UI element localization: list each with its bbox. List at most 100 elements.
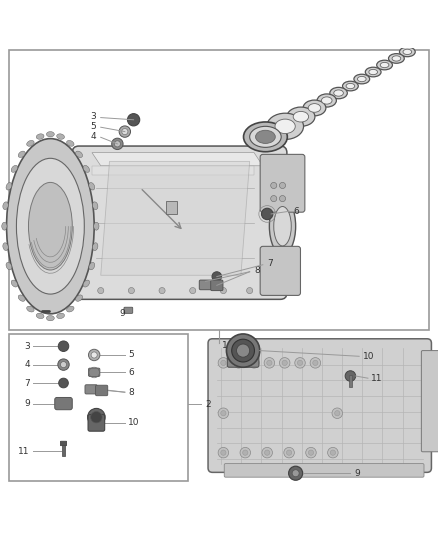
- Text: 11: 11: [371, 374, 383, 383]
- Circle shape: [313, 360, 318, 366]
- Circle shape: [297, 360, 303, 366]
- Circle shape: [88, 349, 100, 361]
- Circle shape: [328, 447, 338, 458]
- Circle shape: [308, 450, 314, 455]
- Ellipse shape: [57, 134, 64, 139]
- Ellipse shape: [28, 182, 72, 270]
- Circle shape: [345, 371, 356, 381]
- Circle shape: [98, 287, 104, 294]
- Circle shape: [221, 410, 226, 416]
- FancyBboxPatch shape: [260, 246, 300, 295]
- Ellipse shape: [36, 134, 44, 139]
- Circle shape: [310, 358, 321, 368]
- Ellipse shape: [6, 183, 12, 190]
- Ellipse shape: [75, 295, 82, 301]
- Ellipse shape: [3, 202, 8, 209]
- Circle shape: [58, 341, 69, 351]
- FancyBboxPatch shape: [88, 368, 100, 376]
- Circle shape: [249, 358, 259, 368]
- FancyBboxPatch shape: [260, 155, 305, 212]
- Ellipse shape: [83, 280, 89, 287]
- Circle shape: [284, 447, 294, 458]
- Circle shape: [247, 287, 253, 294]
- Ellipse shape: [46, 132, 54, 137]
- Text: 10: 10: [363, 352, 374, 361]
- Circle shape: [190, 287, 196, 294]
- Text: 6: 6: [128, 368, 134, 377]
- Ellipse shape: [365, 67, 381, 77]
- Circle shape: [218, 358, 229, 368]
- Circle shape: [243, 450, 248, 455]
- FancyBboxPatch shape: [124, 307, 133, 313]
- Circle shape: [271, 196, 277, 201]
- Circle shape: [122, 128, 128, 135]
- Bar: [349, 375, 352, 387]
- Ellipse shape: [250, 126, 281, 147]
- FancyBboxPatch shape: [85, 385, 97, 394]
- Bar: [9, 334, 188, 481]
- Circle shape: [251, 360, 257, 366]
- Circle shape: [91, 352, 97, 358]
- Ellipse shape: [46, 316, 54, 321]
- Ellipse shape: [399, 47, 415, 56]
- Circle shape: [236, 360, 241, 366]
- Circle shape: [279, 182, 286, 189]
- Circle shape: [295, 358, 305, 368]
- Circle shape: [127, 114, 140, 126]
- Bar: [9, 50, 429, 330]
- Ellipse shape: [308, 103, 321, 112]
- Ellipse shape: [256, 130, 275, 143]
- Circle shape: [220, 287, 226, 294]
- Ellipse shape: [2, 222, 7, 230]
- FancyBboxPatch shape: [211, 280, 223, 290]
- Circle shape: [265, 450, 270, 455]
- Ellipse shape: [330, 87, 347, 99]
- Circle shape: [59, 378, 68, 388]
- Text: 11: 11: [18, 447, 30, 456]
- Ellipse shape: [89, 183, 95, 190]
- Circle shape: [226, 334, 260, 367]
- Ellipse shape: [369, 69, 378, 75]
- Circle shape: [218, 408, 229, 418]
- FancyBboxPatch shape: [224, 464, 424, 477]
- Circle shape: [237, 344, 250, 357]
- Ellipse shape: [11, 280, 18, 287]
- Ellipse shape: [11, 165, 18, 172]
- FancyBboxPatch shape: [227, 353, 259, 367]
- Circle shape: [330, 450, 336, 455]
- Ellipse shape: [83, 165, 89, 172]
- Circle shape: [261, 208, 273, 220]
- Ellipse shape: [3, 243, 8, 251]
- Circle shape: [262, 447, 272, 458]
- Circle shape: [289, 466, 303, 480]
- Ellipse shape: [18, 295, 25, 301]
- Ellipse shape: [18, 151, 25, 157]
- Ellipse shape: [244, 122, 287, 152]
- Circle shape: [221, 360, 226, 366]
- Circle shape: [119, 126, 131, 138]
- Text: 3: 3: [24, 342, 30, 351]
- Circle shape: [271, 182, 277, 189]
- Ellipse shape: [75, 151, 82, 157]
- Ellipse shape: [27, 140, 34, 146]
- Circle shape: [279, 196, 286, 201]
- Ellipse shape: [7, 139, 94, 314]
- Ellipse shape: [17, 158, 84, 294]
- Circle shape: [306, 447, 316, 458]
- Ellipse shape: [27, 306, 34, 312]
- Circle shape: [159, 287, 165, 294]
- Circle shape: [112, 138, 123, 150]
- Circle shape: [221, 450, 226, 455]
- Text: 2: 2: [205, 400, 211, 409]
- Ellipse shape: [392, 56, 401, 61]
- Bar: [166, 201, 177, 214]
- Circle shape: [292, 470, 299, 477]
- Polygon shape: [92, 152, 263, 166]
- Text: 7: 7: [24, 378, 30, 387]
- Circle shape: [58, 359, 69, 370]
- Ellipse shape: [346, 83, 355, 88]
- Circle shape: [212, 272, 222, 281]
- Ellipse shape: [274, 206, 291, 246]
- Ellipse shape: [89, 262, 95, 270]
- Polygon shape: [101, 161, 250, 275]
